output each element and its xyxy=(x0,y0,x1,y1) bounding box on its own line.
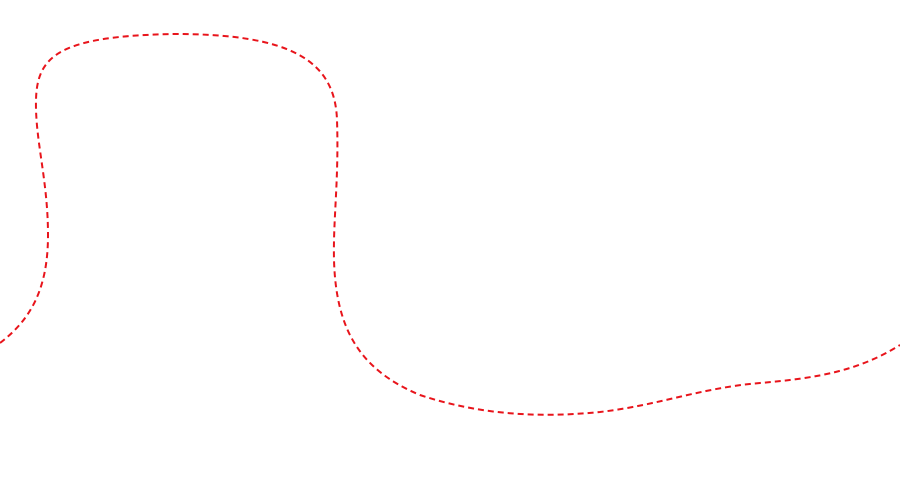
page: {} html, body { margin: 0; padding: 0; b… xyxy=(0,0,900,498)
canvas xyxy=(0,0,900,498)
page-body: (() => { const data = JSON.parse(documen… xyxy=(0,0,900,498)
background xyxy=(0,0,900,498)
